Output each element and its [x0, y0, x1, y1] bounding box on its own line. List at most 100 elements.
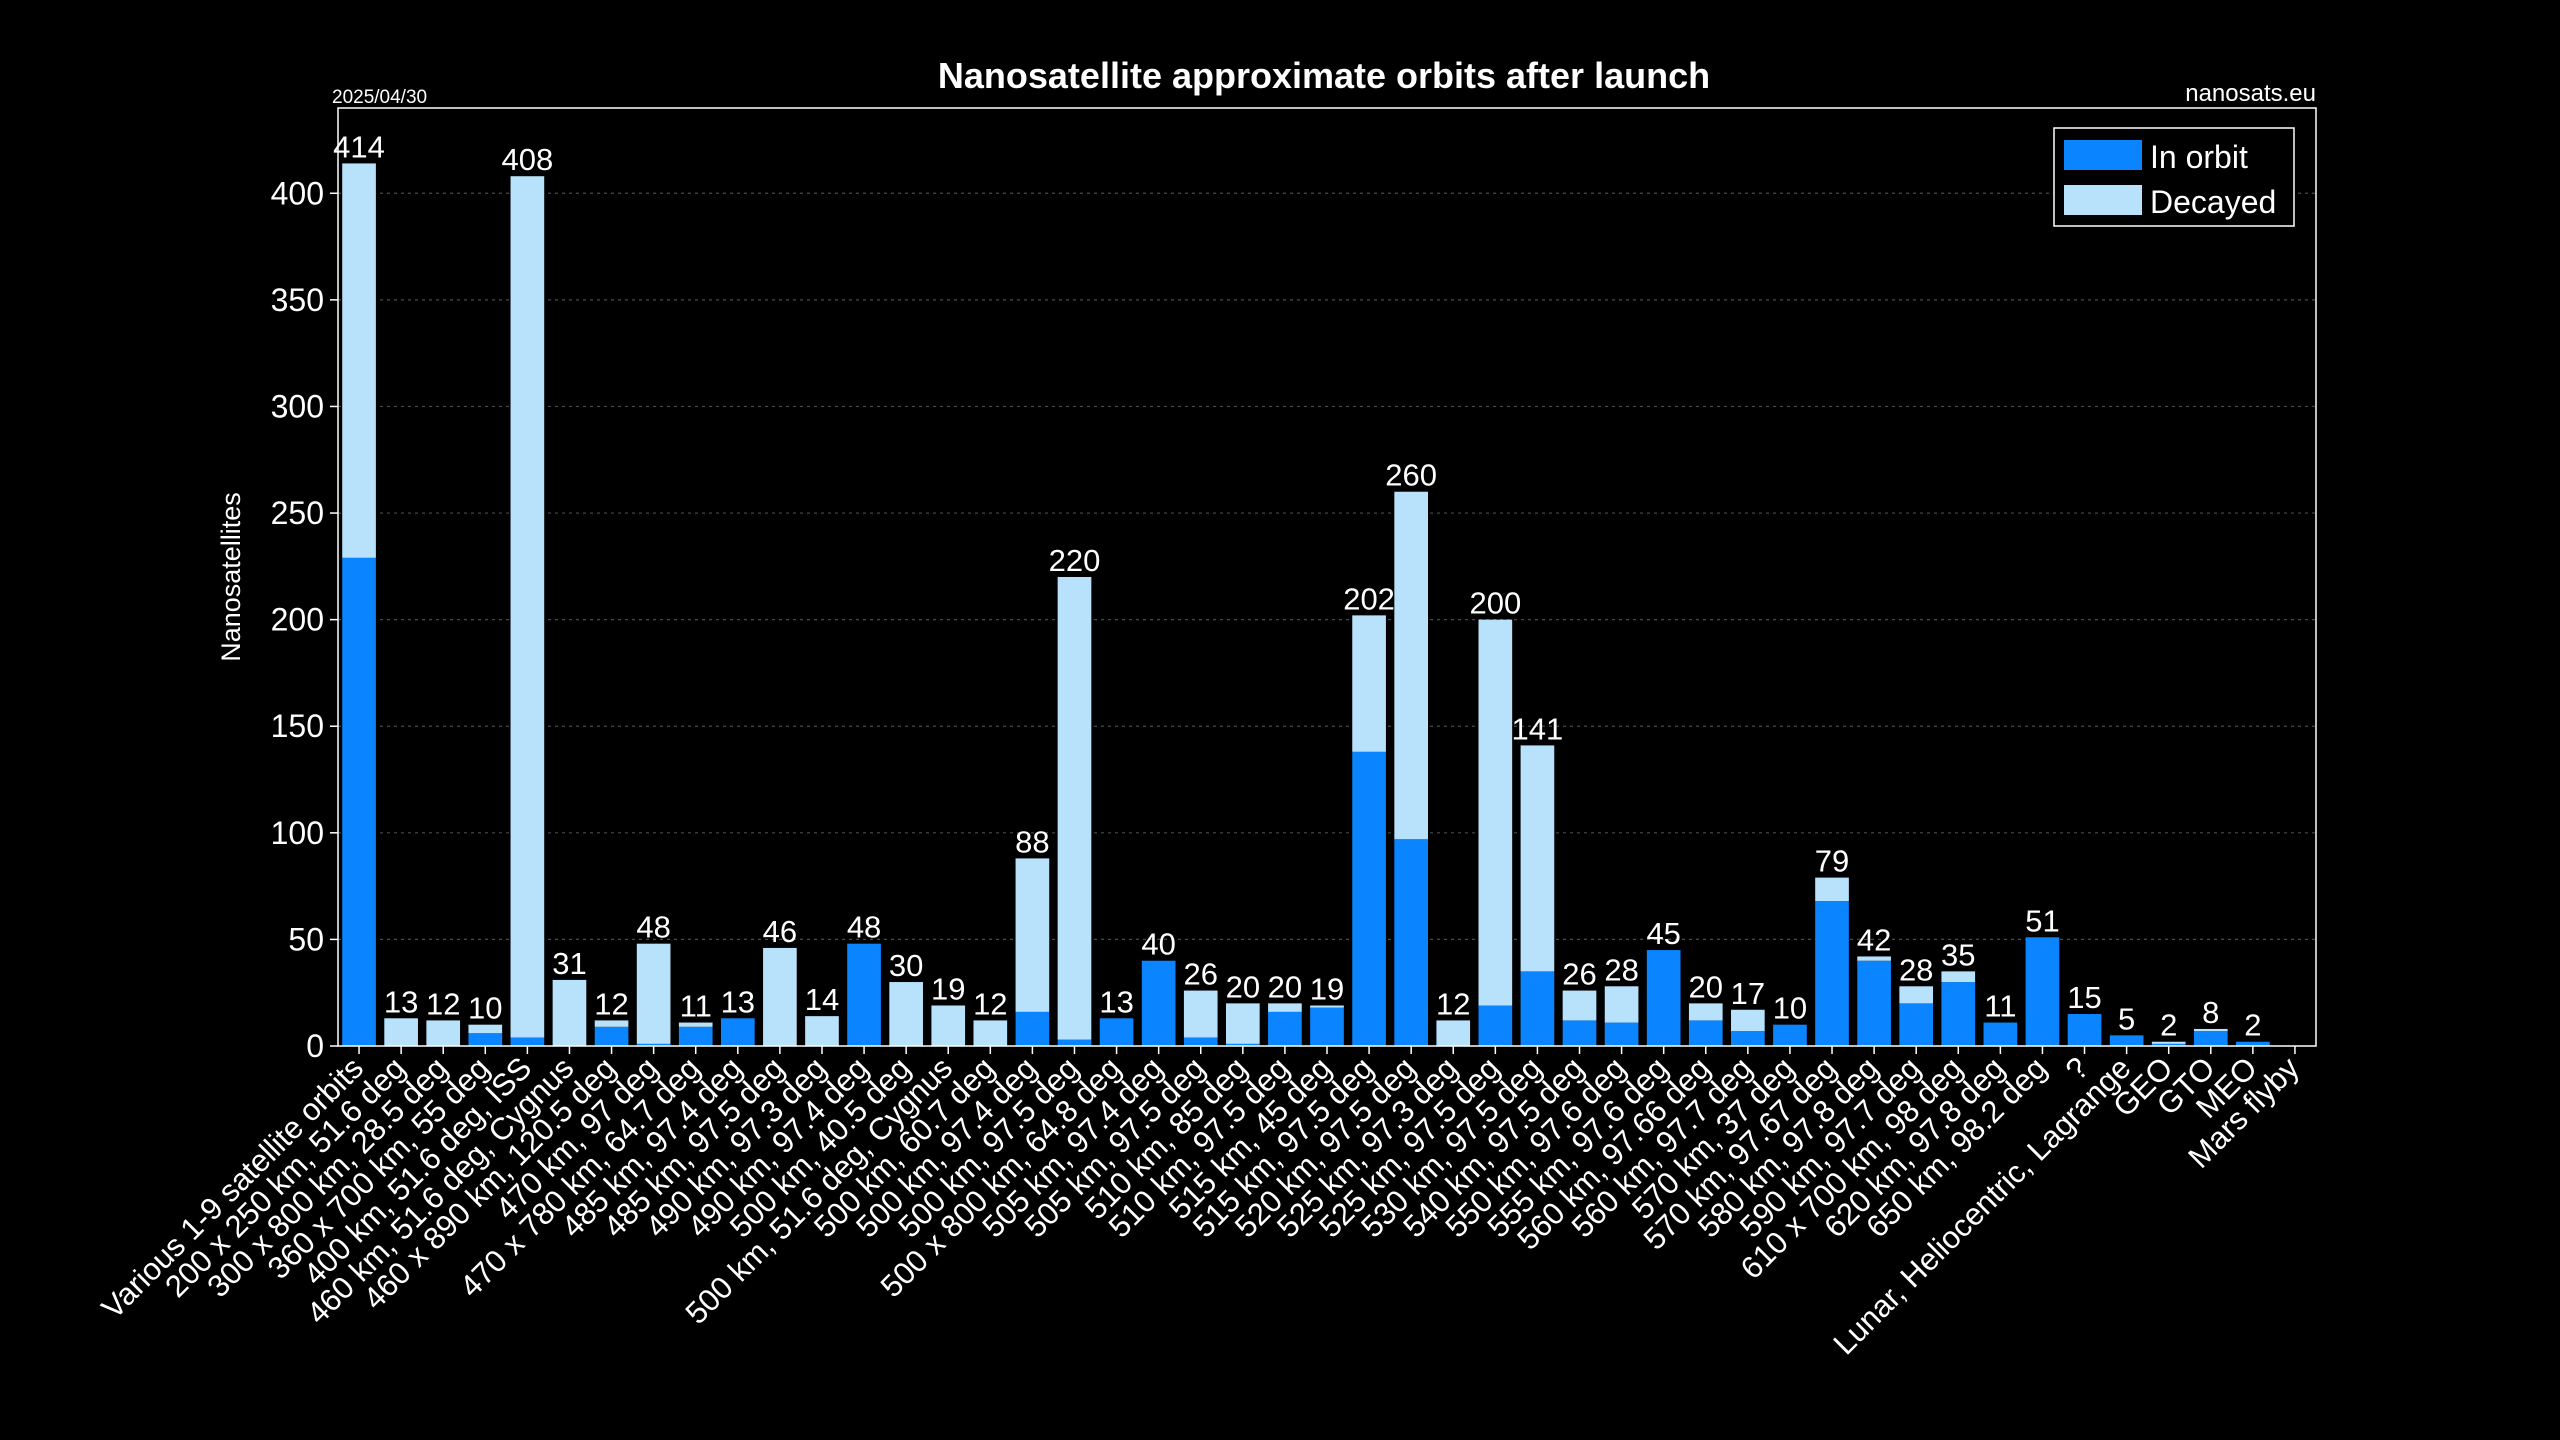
- data-label-520-km-97-5-deg: 260: [1385, 458, 1437, 493]
- data-label-unknown: 15: [2067, 980, 2101, 1015]
- data-label-485-km-97-4-deg: 13: [721, 984, 755, 1019]
- bar-in-orbit-525-km-97-5-deg: [1478, 1005, 1513, 1046]
- legend-swatch-in-orbit: [2064, 140, 2142, 170]
- data-label-490-km-97-4-deg: 48: [847, 910, 881, 945]
- data-label-490-km-97-3-deg: 14: [805, 982, 839, 1017]
- data-label-200-x-250-km-51-6-deg: 13: [384, 984, 418, 1019]
- data-label-460-x-890-km-120-5-deg: 12: [594, 986, 628, 1021]
- y-tick-label-0: 0: [306, 1028, 324, 1064]
- data-label-lunar-heliocentric-lagrange: 5: [2118, 1001, 2135, 1036]
- plot-area-frame: [337, 107, 2317, 1047]
- bar-in-orbit-610-x-700-km-98-deg: [1941, 982, 1976, 1046]
- data-label-570-km-97-67-deg: 79: [1815, 844, 1849, 879]
- data-label-530-km-97-5-deg: 141: [1512, 711, 1564, 746]
- data-label-590-km-97-7-deg: 28: [1899, 952, 1933, 987]
- bar-series: [342, 163, 2270, 1046]
- bar-decayed-525-km-97-3-deg: [1436, 1020, 1471, 1046]
- data-label-500-km-60-7-deg: 12: [973, 986, 1007, 1021]
- data-label-525-km-97-3-deg: 12: [1436, 986, 1470, 1021]
- data-label-540-km-97-5-deg: 26: [1562, 957, 1596, 992]
- y-axis-label: Nanosatellites: [216, 492, 246, 662]
- data-label-510-km-97-5-deg: 20: [1268, 969, 1302, 1004]
- bar-decayed-580-km-97-8-deg: [1857, 956, 1891, 961]
- data-label-560-km-97-7-deg: 17: [1731, 976, 1765, 1011]
- data-label-515-km-97-5-deg: 202: [1343, 581, 1395, 616]
- data-label-500-x-800-km-64-8-deg: 13: [1099, 984, 1133, 1019]
- bar-in-orbit-540-km-97-5-deg: [1562, 1020, 1597, 1046]
- y-axis-ticks: 0 50 100 150 200 250 300 350 400: [271, 175, 338, 1064]
- bar-decayed-530-km-97-5-deg: [1520, 745, 1555, 972]
- bar-in-orbit-gto: [2193, 1031, 2228, 1046]
- bar-in-orbit-515-km-45-deg: [1310, 1007, 1344, 1046]
- bar-in-orbit-570-km-97-67-deg: [1815, 901, 1849, 1046]
- bar-decayed-510-km-85-deg: [1225, 1003, 1260, 1044]
- y-tick-label-50: 50: [288, 921, 324, 957]
- bar-in-orbit-510-km-85-deg: [1225, 1043, 1260, 1046]
- bar-in-orbit-490-km-97-4-deg: [847, 943, 881, 1046]
- bar-in-orbit-560-km-97-66-deg: [1688, 1020, 1723, 1046]
- data-label-485-km-97-5-deg: 46: [763, 914, 797, 949]
- bar-in-orbit-505-km-97-4-deg: [1141, 960, 1176, 1046]
- data-label-610-x-700-km-98-deg: 35: [1941, 937, 1975, 972]
- data-label-470-x-780-km-64-7-deg: 11: [680, 989, 712, 1024]
- bar-decayed-460-km-51-6-deg-cygnus: [552, 979, 587, 1046]
- date-stamp: 2025/04/30: [332, 87, 427, 108]
- bar-in-orbit-590-km-97-7-deg: [1899, 1003, 1934, 1046]
- data-label-470-km-97-deg: 48: [636, 910, 670, 945]
- bar-in-orbit-550-km-97-6-deg: [1604, 1022, 1639, 1046]
- bar-in-orbit-505-km-97-5-deg: [1183, 1037, 1218, 1046]
- bar-decayed-200-x-250-km-51-6-deg: [384, 1018, 418, 1046]
- data-label-580-km-97-8-deg: 42: [1857, 922, 1891, 957]
- legend-label-in-orbit: In orbit: [2150, 139, 2248, 175]
- data-label-500-km-40-5-deg: 30: [889, 948, 923, 983]
- bar-in-orbit-510-km-97-5-deg: [1268, 1011, 1302, 1046]
- bar-in-orbit-530-km-97-5-deg: [1520, 971, 1555, 1046]
- data-label-555-km-97-6-deg: 45: [1646, 916, 1680, 951]
- bar-in-orbit-560-km-97-7-deg: [1731, 1031, 1765, 1046]
- bar-decayed-300-x-800-km-28-5-deg: [426, 1020, 461, 1046]
- bar-in-orbit-515-km-97-5-deg: [1352, 751, 1386, 1046]
- data-label-650-km-98-2-deg: 51: [2025, 903, 2059, 938]
- data-label-570-km-37-deg: 10: [1773, 991, 1807, 1026]
- bar-decayed-360-x-700-km-55-deg: [468, 1024, 503, 1034]
- y-tick-label-150: 150: [271, 708, 324, 744]
- legend: In orbit Decayed: [2053, 127, 2295, 227]
- data-label-525-km-97-5-deg: 200: [1469, 586, 1521, 621]
- bar-in-orbit-485-km-97-4-deg: [720, 1018, 755, 1046]
- bar-decayed-various-1-9-satellite-orbits: [342, 163, 376, 558]
- y-tick-label-350: 350: [271, 282, 324, 318]
- bar-in-orbit-470-x-780-km-64-7-deg: [678, 1026, 713, 1046]
- bar-in-orbit-570-km-37-deg: [1773, 1024, 1807, 1046]
- bar-decayed-510-km-97-5-deg: [1268, 1003, 1302, 1012]
- bar-in-orbit-geo: [2151, 1043, 2186, 1046]
- bar-decayed-505-km-97-5-deg: [1183, 990, 1218, 1038]
- data-label-meo: 2: [2244, 1008, 2261, 1043]
- bar-decayed-500-km-60-7-deg: [973, 1020, 1008, 1046]
- bar-in-orbit-650-km-98-2-deg: [2025, 937, 2060, 1046]
- data-label-510-km-85-deg: 20: [1226, 969, 1260, 1004]
- bar-in-orbit-lunar-heliocentric-lagrange: [2109, 1035, 2144, 1046]
- data-label-500-km-97-5-deg: 220: [1049, 543, 1101, 578]
- data-label-360-x-700-km-55-deg: 10: [468, 991, 502, 1026]
- y-tick-label-250: 250: [271, 495, 324, 531]
- bar-decayed-515-km-45-deg: [1310, 1005, 1344, 1008]
- bar-decayed-500-km-97-4-deg: [1015, 858, 1050, 1012]
- source-label: nanosats.eu: [2185, 80, 2316, 107]
- bar-decayed-490-km-97-3-deg: [805, 1016, 839, 1046]
- legend-label-decayed: Decayed: [2150, 184, 2276, 220]
- data-label-550-km-97-6-deg: 28: [1604, 952, 1638, 987]
- bar-in-orbit-500-km-97-5-deg: [1057, 1039, 1092, 1046]
- bar-decayed-540-km-97-5-deg: [1562, 990, 1597, 1021]
- data-label-400-km-51-6-deg-iss: 408: [502, 142, 554, 177]
- legend-swatch-decayed: [2064, 185, 2142, 215]
- y-tick-label-300: 300: [271, 388, 324, 424]
- bar-in-orbit-500-x-800-km-64-8-deg: [1099, 1018, 1134, 1046]
- gridlines: [338, 192, 2316, 941]
- bar-decayed-525-km-97-5-deg: [1478, 619, 1513, 1006]
- chart-title: Nanosatellite approximate orbits after l…: [938, 55, 1710, 96]
- bar-decayed-400-km-51-6-deg-iss: [510, 176, 545, 1038]
- bar-in-orbit-620-km-97-8-deg: [1983, 1022, 2018, 1046]
- data-label-560-km-97-66-deg: 20: [1689, 969, 1723, 1004]
